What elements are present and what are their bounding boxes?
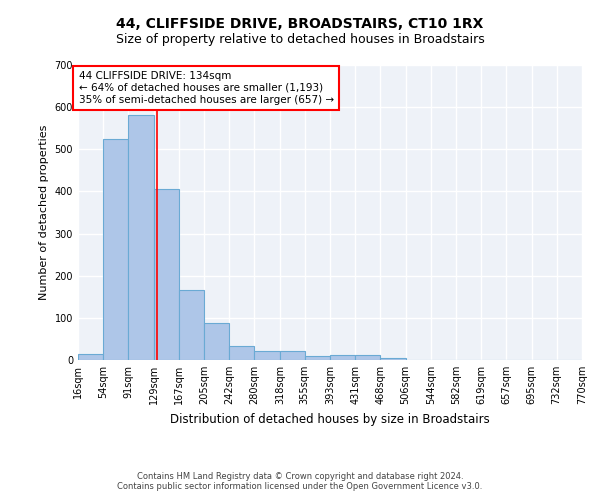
Bar [205, 323, 229, 360]
Bar [355, 355, 380, 360]
Text: Contains public sector information licensed under the Open Government Licence v3: Contains public sector information licen… [118, 482, 482, 491]
Y-axis label: Number of detached properties: Number of detached properties [39, 125, 49, 300]
Bar [128, 114, 154, 360]
Bar [154, 190, 179, 360]
X-axis label: Distribution of detached houses by size in Broadstairs: Distribution of detached houses by size … [170, 412, 490, 426]
Bar [229, 346, 254, 360]
Bar [78, 354, 103, 360]
Text: Size of property relative to detached houses in Broadstairs: Size of property relative to detached ho… [116, 32, 484, 46]
Bar [380, 358, 406, 360]
Bar [179, 290, 205, 360]
Text: Contains HM Land Registry data © Crown copyright and database right 2024.: Contains HM Land Registry data © Crown c… [137, 472, 463, 481]
Bar [280, 350, 305, 360]
Text: 44 CLIFFSIDE DRIVE: 134sqm
← 64% of detached houses are smaller (1,193)
35% of s: 44 CLIFFSIDE DRIVE: 134sqm ← 64% of deta… [79, 72, 334, 104]
Bar [103, 139, 128, 360]
Text: 44, CLIFFSIDE DRIVE, BROADSTAIRS, CT10 1RX: 44, CLIFFSIDE DRIVE, BROADSTAIRS, CT10 1… [116, 18, 484, 32]
Bar [305, 356, 330, 360]
Bar [254, 350, 280, 360]
Bar [330, 355, 355, 360]
